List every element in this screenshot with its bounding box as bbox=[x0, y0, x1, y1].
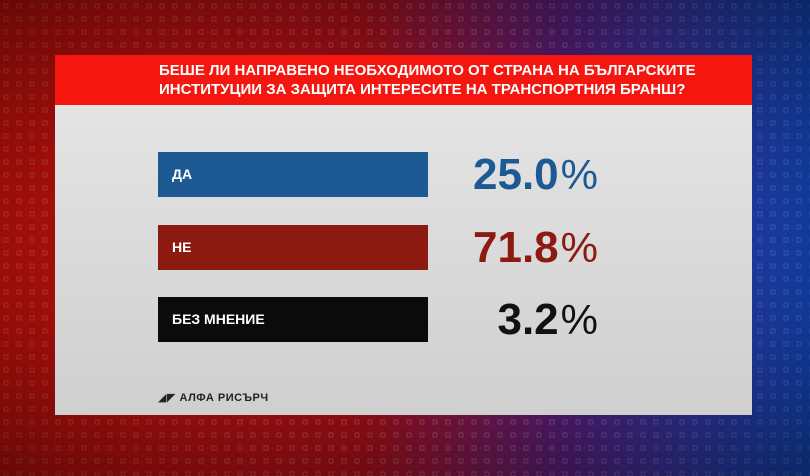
source-text: АЛФА РИСЪРЧ bbox=[179, 392, 269, 404]
question-line: БЕШЕ ЛИ НАПРАВЕНО НЕОБХОДИМОТО ОТ СТРАНА… bbox=[159, 62, 696, 79]
value-number: 25.0 bbox=[473, 150, 559, 199]
option-value: 3.2% bbox=[355, 297, 598, 342]
value-unit: % bbox=[560, 223, 598, 271]
question-header: БЕШЕ ЛИ НАПРАВЕНО НЕОБХОДИМОТО ОТ СТРАНА… bbox=[55, 55, 752, 105]
results-panel: ◢◤ АЛФА РИСЪРЧ ДА 25.0% НЕ 71.8% БЕЗ МНЕНИЕ 3… bbox=[55, 105, 752, 415]
option-label: БЕЗ МНЕНИЕ bbox=[158, 297, 428, 342]
option-label: НЕ bbox=[158, 224, 428, 270]
source-logo: ◢◤ АЛФА РИСЪРЧ bbox=[158, 392, 269, 404]
value-number: 71.8 bbox=[473, 222, 559, 272]
option-value: 71.8% bbox=[355, 225, 598, 270]
question-line: ИНСТИТУЦИИ ЗА ЗАЩИТА ИНТЕРЕСИТЕ НА ТРАНС… bbox=[159, 81, 686, 98]
value-unit: % bbox=[560, 151, 598, 198]
option-label: ДА bbox=[158, 152, 428, 197]
value-unit: % bbox=[560, 296, 598, 343]
option-value: 25.0% bbox=[355, 152, 598, 197]
value-number: 3.2 bbox=[497, 295, 559, 344]
